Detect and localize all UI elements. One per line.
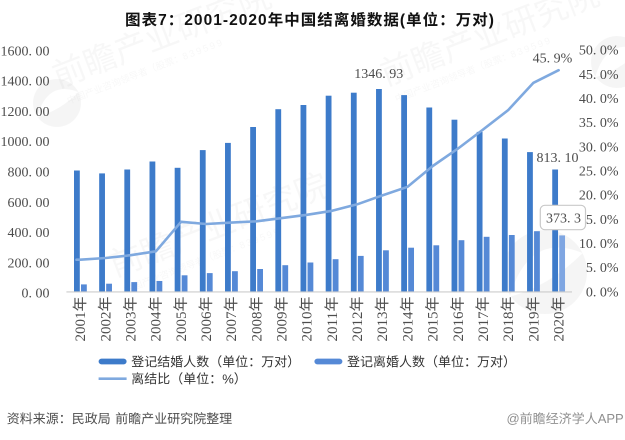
svg-text:%: %	[222, 371, 234, 386]
svg-text:2011: 2011	[325, 312, 341, 341]
svg-text:1600. 00: 1600. 00	[1, 44, 50, 59]
svg-text:2008: 2008	[249, 312, 265, 342]
svg-text:2012: 2012	[350, 312, 366, 342]
svg-text:): )	[489, 12, 495, 29]
svg-text:APP: APP	[598, 411, 624, 426]
svg-text:40. 0%: 40. 0%	[579, 92, 619, 107]
svg-text:2017: 2017	[476, 311, 492, 342]
svg-text:45. 9%: 45. 9%	[533, 51, 573, 66]
svg-text:5. 0%: 5. 0%	[586, 261, 619, 276]
svg-text:1200. 00: 1200. 00	[1, 105, 50, 120]
svg-text:2009: 2009	[275, 312, 291, 342]
svg-text:0. 0%: 0. 0%	[586, 285, 619, 300]
svg-text:2016: 2016	[451, 311, 467, 342]
svg-text:0. 00: 0. 00	[22, 287, 50, 302]
svg-text:45. 0%: 45. 0%	[579, 68, 619, 83]
svg-text:200. 00: 200. 00	[8, 256, 50, 271]
svg-text:2005: 2005	[174, 312, 190, 342]
svg-text:600. 00: 600. 00	[8, 196, 50, 211]
svg-text:2020: 2020	[551, 312, 567, 342]
svg-text:2014: 2014	[400, 311, 416, 342]
svg-text:30. 0%: 30. 0%	[579, 140, 619, 155]
svg-text:1400. 00: 1400. 00	[1, 75, 50, 90]
svg-text:2007: 2007	[224, 311, 240, 342]
svg-text:@: @	[506, 411, 519, 426]
svg-text:(: (	[400, 12, 406, 29]
svg-text:2019: 2019	[526, 312, 542, 342]
svg-text:2006: 2006	[199, 311, 215, 342]
svg-text:400. 00: 400. 00	[8, 226, 50, 241]
svg-text:2010: 2010	[300, 312, 316, 342]
svg-text:2001: 2001	[73, 312, 89, 342]
svg-text:2013: 2013	[375, 312, 391, 342]
svg-text:373. 3: 373. 3	[546, 211, 581, 226]
svg-text:10. 0%: 10. 0%	[579, 237, 619, 252]
svg-text:2015: 2015	[426, 312, 442, 342]
svg-text:2004: 2004	[149, 311, 165, 342]
svg-text:2001-2020: 2001-2020	[184, 12, 267, 29]
svg-text:2003: 2003	[124, 312, 140, 342]
svg-text:25. 0%: 25. 0%	[579, 165, 619, 180]
svg-text:35. 0%: 35. 0%	[579, 116, 619, 131]
svg-text:15. 0%: 15. 0%	[579, 213, 619, 228]
svg-text:800. 00: 800. 00	[8, 166, 50, 181]
svg-text:7: 7	[158, 12, 168, 29]
svg-text:2018: 2018	[501, 312, 517, 342]
svg-text:50. 0%: 50. 0%	[579, 44, 619, 59]
svg-text:20. 0%: 20. 0%	[579, 189, 619, 204]
svg-text:813. 10: 813. 10	[537, 151, 579, 166]
svg-text:2002: 2002	[98, 312, 114, 342]
svg-text:1346. 93: 1346. 93	[354, 67, 403, 82]
svg-text:1000. 00: 1000. 00	[1, 135, 50, 150]
